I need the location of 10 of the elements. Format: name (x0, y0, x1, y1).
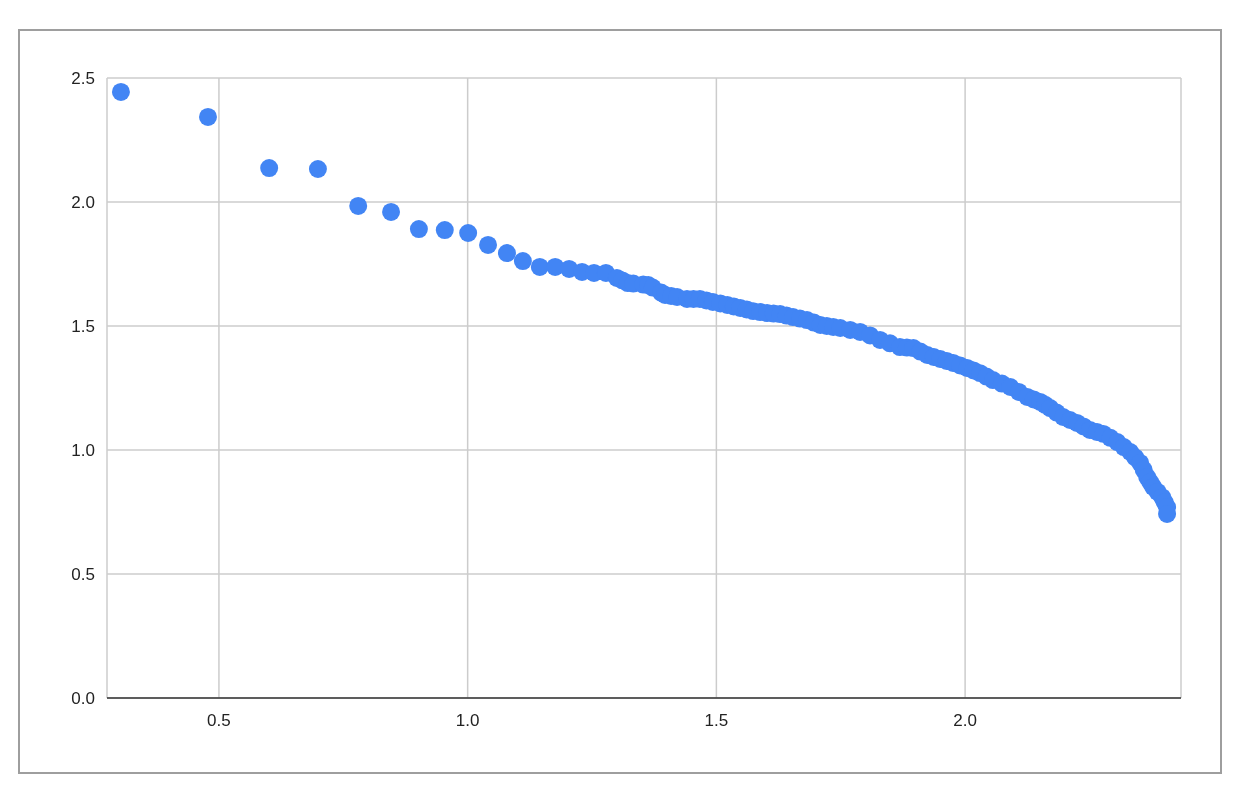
y-tick-label: 1.0 (71, 441, 95, 461)
y-tick-label: 2.5 (71, 69, 95, 89)
y-tick-label: 0.5 (71, 565, 95, 585)
y-tick-label: 1.5 (71, 317, 95, 337)
x-tick-label: 0.5 (207, 711, 231, 731)
y-tick-label: 0.0 (71, 689, 95, 709)
x-tick-label: 1.5 (704, 711, 729, 731)
x-tick-label: 1.0 (455, 711, 480, 731)
x-tick-label: 2.0 (953, 711, 977, 731)
y-tick-label: 2.0 (71, 193, 95, 213)
